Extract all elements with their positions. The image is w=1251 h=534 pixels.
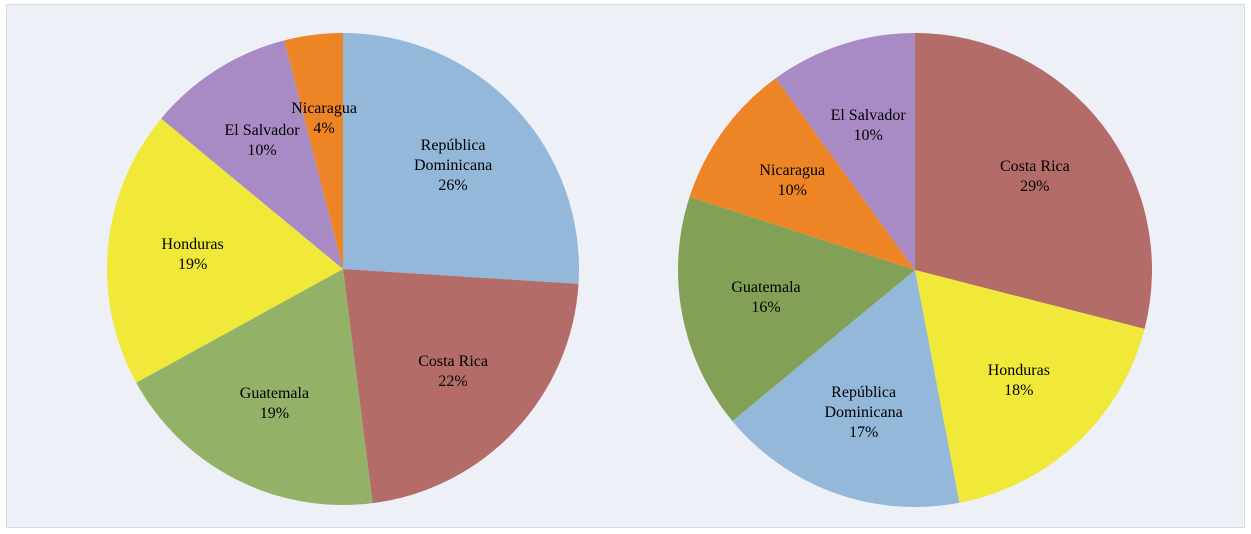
value-label: 26% (438, 176, 468, 194)
value-label: 4% (313, 120, 335, 138)
category-label: República Dominicana (413, 136, 493, 174)
pie-slice (689, 78, 915, 270)
slice-label: El Salvador 10% (197, 121, 327, 161)
pie-slice (732, 270, 960, 507)
slice-label: El Salvador 10% (803, 106, 933, 146)
value-label: 19% (177, 255, 208, 273)
value-label: 19% (259, 404, 290, 422)
slice-label: República Dominicana 17% (799, 383, 929, 443)
category-label: Nicaragua (759, 161, 826, 179)
value-label: 10% (247, 142, 277, 160)
value-label: 29% (1020, 178, 1050, 196)
pie-slice (161, 40, 343, 270)
category-label: Guatemala (731, 279, 801, 297)
pie-slice (775, 33, 915, 270)
slice-label: Costa Rica 29% (970, 157, 1100, 197)
pie-slice (284, 33, 343, 269)
category-label: El Salvador (830, 106, 906, 124)
value-label: 17% (848, 423, 879, 441)
slice-label: República Dominicana 26% (388, 136, 518, 196)
value-label: 22% (438, 373, 468, 391)
pie-slice (915, 270, 1145, 503)
slice-label: Nicaragua 10% (727, 161, 857, 201)
slice-label: Costa Rica 22% (388, 352, 518, 392)
slice-label: Honduras 18% (954, 361, 1084, 401)
value-label: 18% (1004, 381, 1034, 399)
category-label: República Dominicana (824, 383, 903, 421)
category-label: Costa Rica (418, 353, 488, 371)
slice-label: Nicaragua 4% (259, 99, 389, 139)
pie-slice (678, 196, 915, 422)
pie-slice (915, 33, 1152, 329)
pie-slice (343, 269, 579, 504)
slice-label: Honduras 19% (128, 235, 258, 275)
pie-slice (343, 33, 579, 284)
category-label: Guatemala (239, 384, 310, 402)
value-label: 16% (751, 299, 781, 317)
category-label: Costa Rica (999, 158, 1070, 176)
category-label: El Salvador (224, 122, 300, 140)
value-label: 10% (853, 126, 883, 144)
category-label: Honduras (987, 361, 1050, 379)
pie-slice (136, 269, 373, 506)
slice-label: Guatemala 16% (701, 278, 831, 318)
category-label: Nicaragua (291, 100, 357, 118)
value-label: 10% (777, 181, 807, 199)
pie-slice (107, 118, 344, 383)
slice-label: Guatemala 19% (209, 384, 339, 424)
category-label: Honduras (161, 235, 224, 253)
